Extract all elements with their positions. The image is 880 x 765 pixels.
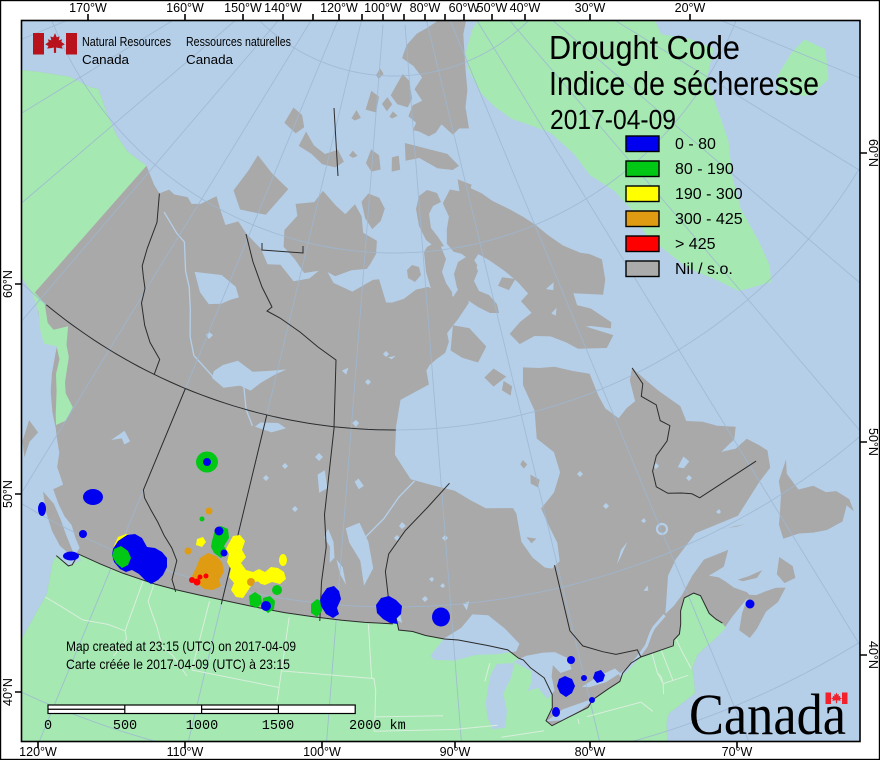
svg-text:Canada: Canada [186, 52, 234, 67]
svg-text:Canada: Canada [82, 52, 130, 67]
svg-text:140°W: 140°W [264, 1, 302, 15]
svg-text:160°W: 160°W [166, 1, 204, 15]
svg-text:170°W: 170°W [69, 1, 107, 15]
svg-text:Carte créée le 2017-04-09 (UTC: Carte créée le 2017-04-09 (UTC) à 23:15 [66, 656, 290, 672]
svg-text:80°W: 80°W [575, 745, 606, 759]
svg-text:500: 500 [113, 719, 137, 734]
svg-text:90°W: 90°W [440, 745, 471, 759]
svg-text:60°W: 60°W [449, 1, 480, 15]
svg-text:60°N: 60°N [866, 139, 880, 167]
svg-text:80°W: 80°W [410, 1, 441, 15]
svg-text:60°N: 60°N [1, 270, 15, 298]
svg-text:70°W: 70°W [722, 745, 753, 759]
svg-text:190 - 300: 190 - 300 [675, 186, 743, 203]
svg-text:50°N: 50°N [1, 480, 15, 508]
svg-text:120°W: 120°W [320, 1, 358, 15]
svg-text:150°W: 150°W [224, 1, 262, 15]
svg-text:1500: 1500 [262, 719, 294, 734]
svg-text:Drought Code: Drought Code [549, 29, 740, 66]
svg-text:110°W: 110°W [167, 745, 204, 759]
svg-text:40°N: 40°N [1, 678, 15, 706]
svg-text:120°W: 120°W [19, 745, 57, 759]
svg-text:Map created at 23:15 (UTC) on: Map created at 23:15 (UTC) on 2017-04-09 [66, 638, 296, 654]
svg-text:100°W: 100°W [303, 745, 341, 759]
svg-text:30°W: 30°W [575, 1, 606, 15]
svg-text:2017-04-09: 2017-04-09 [550, 104, 676, 135]
svg-text:Ressources naturelles: Ressources naturelles [186, 34, 291, 49]
svg-text:2000 km: 2000 km [349, 719, 406, 734]
svg-text:Nil / s.o.: Nil / s.o. [675, 261, 733, 278]
svg-text:300 - 425: 300 - 425 [675, 211, 743, 228]
svg-text:40°W: 40°W [510, 1, 541, 15]
svg-text:50°W: 50°W [477, 1, 508, 15]
svg-text:0 - 80: 0 - 80 [675, 136, 716, 153]
svg-text:Indice de sécheresse: Indice de sécheresse [549, 65, 819, 102]
svg-text:Canada: Canada [689, 682, 846, 747]
svg-text:1000: 1000 [186, 719, 218, 734]
svg-text:80 - 190: 80 - 190 [675, 161, 734, 178]
svg-text:40°N: 40°N [866, 641, 880, 669]
svg-text:0: 0 [44, 719, 52, 734]
svg-text:20°W: 20°W [675, 1, 706, 15]
svg-text:100°W: 100°W [364, 1, 402, 15]
svg-text:50°N: 50°N [866, 428, 880, 456]
svg-text:> 425: > 425 [675, 236, 716, 253]
svg-text:Natural Resources: Natural Resources [82, 34, 171, 49]
